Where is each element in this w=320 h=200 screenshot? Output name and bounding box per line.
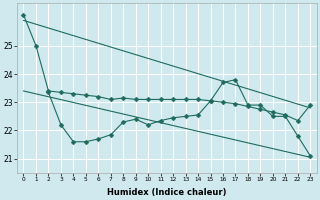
X-axis label: Humidex (Indice chaleur): Humidex (Indice chaleur) — [107, 188, 227, 197]
